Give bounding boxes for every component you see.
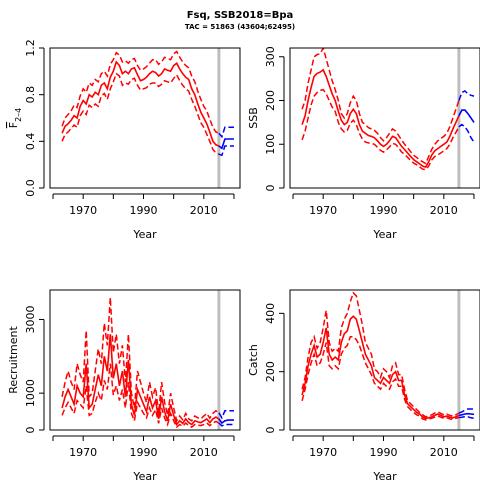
panel-ssb: 1970 1990 2010 Year 0 100 200 300 SSB (247, 46, 480, 241)
forecast-estimate (458, 412, 475, 417)
y-axis-label: Catch (247, 344, 260, 376)
forecast-lower (218, 422, 234, 427)
y-axis-label: Recruitment (7, 326, 20, 394)
y-axis-label-main: F (7, 122, 20, 128)
series-upper (301, 291, 460, 418)
y-tick-label: 0.4 (24, 133, 37, 151)
x-axis-label: Year (132, 228, 157, 241)
plot-area (61, 297, 234, 429)
series-estimate (61, 334, 220, 427)
series-upper (301, 48, 460, 165)
forecast-estimate (218, 418, 234, 425)
plot-frame (289, 289, 480, 431)
series-lower (61, 72, 220, 155)
forecast-lower (218, 145, 234, 157)
y-axis-label-main: SSB (247, 107, 260, 129)
forecast-upper (218, 410, 234, 420)
y-axis-label-main: Catch (247, 344, 260, 376)
figure-subtitle: TAC = 51863 (43604;62495) (184, 23, 296, 31)
forecast-upper (218, 126, 234, 139)
y-tick-label: 0 (264, 427, 277, 434)
figure-title: Fsq, SSB2018=Bpa (186, 10, 294, 21)
y-axis-label-main: Recruitment (7, 326, 20, 394)
x-tick-label: 1990 (369, 204, 397, 217)
y-tick-label: 200 (264, 361, 277, 382)
y-tick-label: 1000 (24, 379, 37, 407)
plot-frame (49, 47, 241, 189)
panel-recruitment: 1970 1990 2010 Year 0 1000 3000 Recruitment (7, 289, 241, 480)
x-tick-label: 1970 (309, 204, 337, 217)
x-tick-label: 1990 (369, 446, 397, 459)
x-axis-label: Year (372, 470, 397, 480)
x-tick-label: 2010 (430, 204, 458, 217)
forecast-lower (458, 123, 475, 143)
x-tick-label: 1990 (129, 446, 157, 459)
series-estimate (61, 60, 220, 147)
series-lower (301, 335, 460, 421)
x-tick-label: 2010 (190, 446, 218, 459)
series-lower (301, 88, 460, 171)
series-upper (61, 50, 220, 134)
forecast-upper (458, 89, 475, 101)
y-tick-label: 300 (264, 46, 277, 67)
x-tick-label: 1990 (129, 204, 157, 217)
plot-area (301, 291, 475, 421)
forecast-estimate (218, 138, 234, 150)
x-tick-label: 1970 (69, 204, 97, 217)
x-tick-label: 2010 (430, 446, 458, 459)
series-upper (61, 297, 220, 423)
plot-frame (289, 47, 480, 189)
series-estimate (301, 315, 460, 420)
y-tick-label: 100 (264, 134, 277, 155)
x-tick-label: 1970 (69, 446, 97, 459)
plot-frame (49, 289, 241, 431)
x-axis-label: Year (372, 228, 397, 241)
plot-area (61, 50, 234, 157)
panel-catch: 1970 1990 2010 Year 0 200 400 Catch (247, 289, 480, 480)
y-tick-label: 0.8 (24, 86, 37, 104)
y-tick-label: 400 (264, 303, 277, 324)
y-tick-label: 200 (264, 90, 277, 111)
panel-fbar: 1970 1990 2010 Year 0.0 0.4 0.8 1.2 F2–4 (7, 39, 241, 241)
series-lower (61, 363, 220, 429)
forecast-lower (458, 415, 475, 420)
y-tick-label: 0 (264, 185, 277, 192)
x-tick-label: 2010 (190, 204, 218, 217)
y-axis-label: F2–4 (7, 108, 23, 129)
x-axis-label: Year (132, 470, 157, 480)
series-estimate (301, 68, 460, 168)
x-tick-label: 1970 (309, 446, 337, 459)
y-tick-label: 3000 (24, 305, 37, 333)
forecast-upper (458, 408, 474, 414)
y-axis-label-subscript: 2–4 (14, 108, 23, 122)
forecast-estimate (458, 109, 475, 123)
plot-area (301, 48, 475, 171)
y-tick-label: 0.0 (24, 179, 37, 197)
y-axis-label: SSB (247, 107, 260, 129)
y-tick-label: 0 (24, 427, 37, 434)
y-tick-label: 1.2 (24, 39, 37, 57)
